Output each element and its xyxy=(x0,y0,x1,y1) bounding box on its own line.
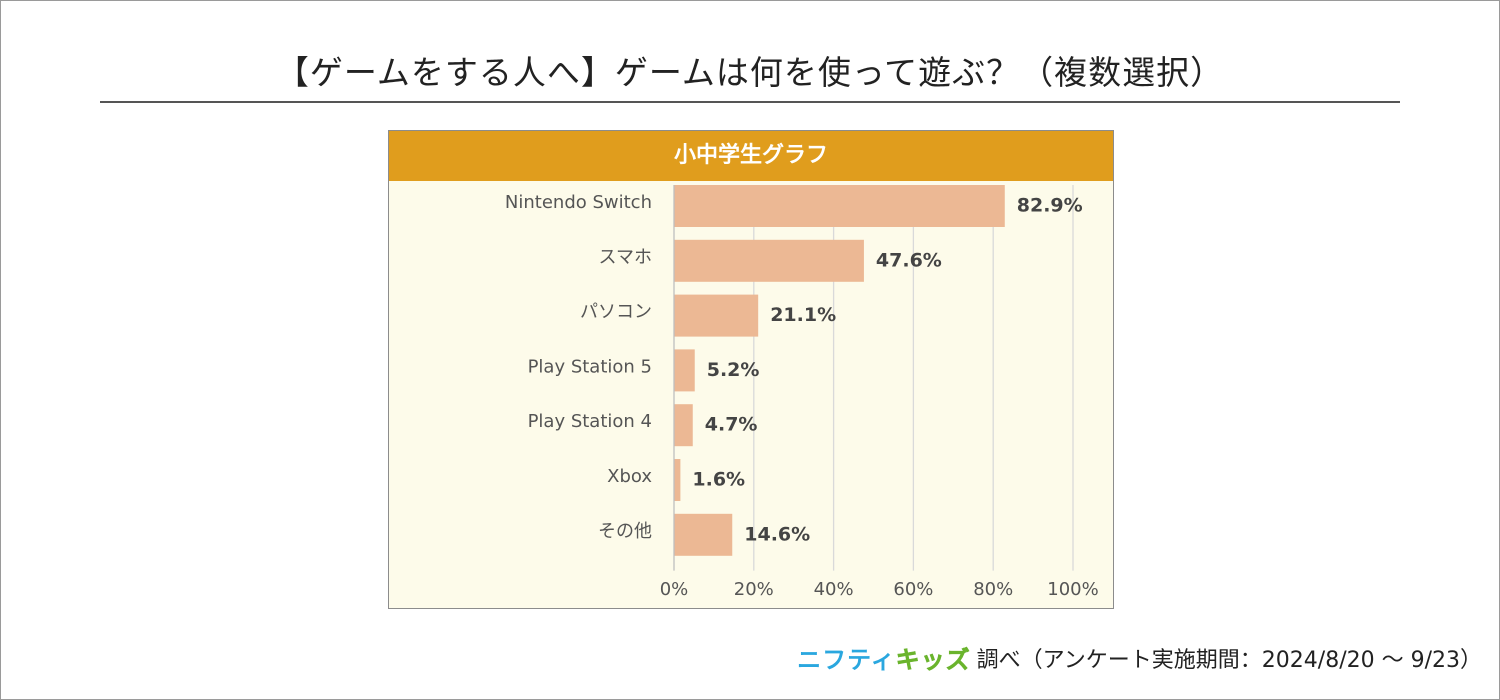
bar xyxy=(674,185,1005,227)
value-label: 4.7% xyxy=(705,414,758,436)
logo-text-part1: ニフティ xyxy=(797,646,896,674)
tick-label: 20% xyxy=(734,579,774,600)
title-divider xyxy=(100,101,1400,103)
tick-label: 0% xyxy=(660,579,689,600)
bar xyxy=(674,404,693,447)
tick-label: 80% xyxy=(973,579,1013,600)
value-label: 5.2% xyxy=(707,359,760,381)
brand-logo: ニフティキッズ xyxy=(797,640,971,675)
category-label: その他 xyxy=(598,521,652,542)
page-title: 【ゲームをする人へ】ゲームは何を使って遊ぶ？（複数選択） xyxy=(275,53,1225,92)
value-label: 14.6% xyxy=(744,523,810,545)
chart-title: 小中学生グラフ xyxy=(389,131,1113,181)
value-label: 1.6% xyxy=(692,469,745,491)
bar-chart: Nintendo Switch 82.9% スマホ 47.6% パソコン 21.1% Pla… xyxy=(505,185,1099,600)
value-label: 47.6% xyxy=(876,249,942,271)
category-label: Nintendo Switch xyxy=(505,192,652,213)
source-footer: ニフティキッズ 調べ（アンケート実施期間：2024/8/20 ～ 9/23） xyxy=(797,640,1482,675)
category-label: Play Station 5 xyxy=(528,356,652,377)
bar xyxy=(674,239,864,282)
bar xyxy=(674,294,759,337)
value-label: 21.1% xyxy=(770,304,836,326)
category-label: パソコン xyxy=(580,302,652,323)
logo-text-part2: キッズ xyxy=(895,646,971,675)
bar xyxy=(674,349,695,392)
bar xyxy=(674,459,681,501)
tick-label: 60% xyxy=(893,579,933,600)
tick-label: 40% xyxy=(814,579,854,600)
tick-label: 100% xyxy=(1047,579,1098,600)
bar xyxy=(674,513,733,556)
category-label: Xbox xyxy=(607,466,652,487)
source-note: 調べ（アンケート実施期間：2024/8/20 ～ 9/23） xyxy=(976,647,1482,673)
chart-panel: 小中学生グラフ Nintendo Switch 82.9% スマホ 47.6% パソコン… xyxy=(388,130,1114,609)
category-label: Play Station 4 xyxy=(528,411,652,432)
value-label: 82.9% xyxy=(1017,195,1083,217)
category-label: スマホ xyxy=(599,247,652,268)
